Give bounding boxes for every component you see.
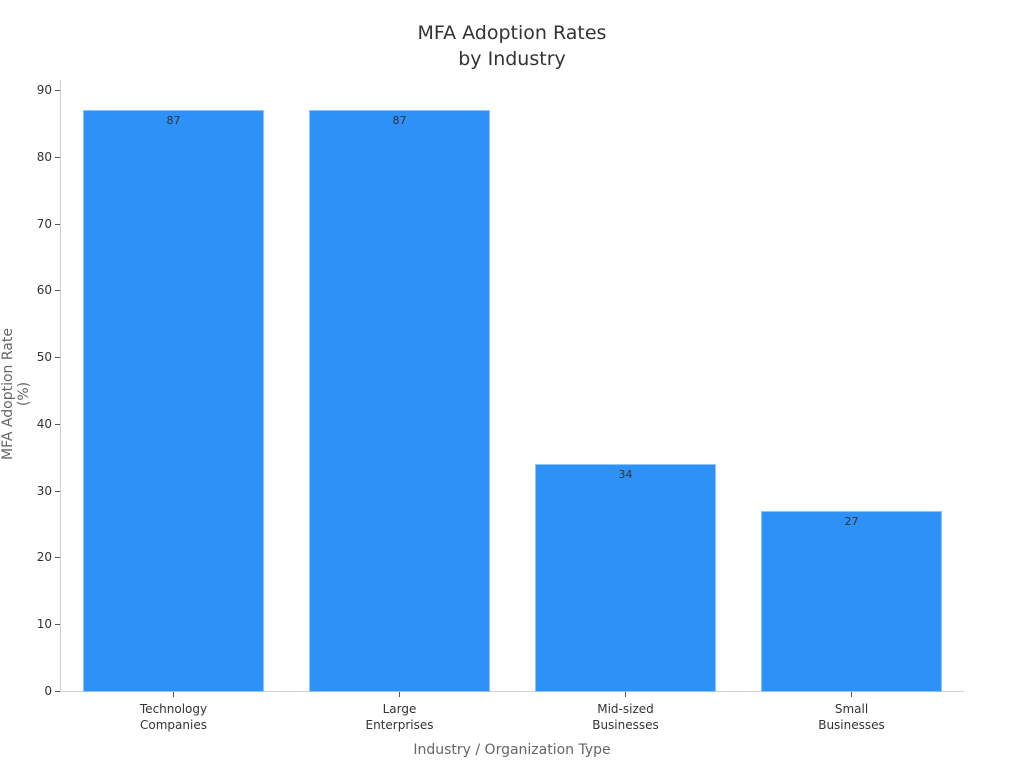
y-tick-mark [55,357,60,359]
x-tick-label: Large Enterprises [365,702,434,732]
y-tick-mark [55,223,60,225]
y-axis-label: MFA Adoption Rate (%) [0,328,32,460]
y-tick-label: 50 [36,350,52,365]
title-line-1: MFA Adoption Rates [417,22,607,44]
bar-value-label: 87 [166,114,181,128]
y-tick-label: 30 [36,483,52,498]
y-tick: 60 [0,283,60,297]
bar-value-label: 87 [392,114,407,128]
y-tick: 80 [0,150,60,164]
y-tick-label: 60 [36,283,52,298]
y-tick: 0 [0,684,60,698]
x-axis-line [60,691,964,692]
bar: 87 [83,110,264,692]
y-tick-label: 20 [36,550,52,565]
x-tick-mark [173,692,174,697]
chart-title: MFA Adoption Rates by Industry [0,20,1024,72]
y-tick: 10 [0,617,60,631]
y-tick-mark [55,156,60,158]
bar: 87 [309,110,490,692]
y-tick-mark [55,624,60,626]
y-tick-mark [55,691,60,692]
bar: 34 [535,463,716,692]
x-tick: Technology Companies [84,692,264,733]
y-tick-mark [55,490,60,492]
y-tick: 70 [0,217,60,231]
y-tick-mark [55,557,60,559]
x-tick-label: Mid-sized Businesses [592,702,659,732]
y-axis-line [60,80,61,692]
y-tick-mark [55,290,60,292]
bar: 27 [761,510,942,692]
y-tick-label: 10 [36,617,52,632]
y-tick-label: 90 [36,83,52,97]
y-tick-label: 40 [36,416,52,431]
x-axis-label: Industry / Organization Type [413,742,611,758]
x-tick-mark [399,692,400,697]
y-tick-label: 70 [36,216,52,231]
x-tick-label: Small Businesses [818,702,885,732]
y-tick-mark [55,90,60,91]
x-tick-mark [851,692,852,697]
bar-value-label: 34 [618,467,633,481]
title-line-2: by Industry [458,48,566,70]
y-tick: 20 [0,550,60,564]
y-tick-mark [55,423,60,425]
y-tick-label: 0 [44,684,52,698]
x-tick: Mid-sized Businesses [536,692,716,733]
y-tick: 30 [0,484,60,498]
x-tick: Large Enterprises [310,692,490,733]
x-tick: Small Businesses [762,692,942,733]
y-tick: 90 [0,83,60,97]
y-tick-label: 80 [36,149,52,164]
bar-value-label: 27 [844,514,859,528]
x-tick-mark [625,692,626,697]
y-tick: 40 [0,417,60,431]
x-tick-label: Technology Companies [139,702,208,732]
y-tick: 50 [0,350,60,364]
